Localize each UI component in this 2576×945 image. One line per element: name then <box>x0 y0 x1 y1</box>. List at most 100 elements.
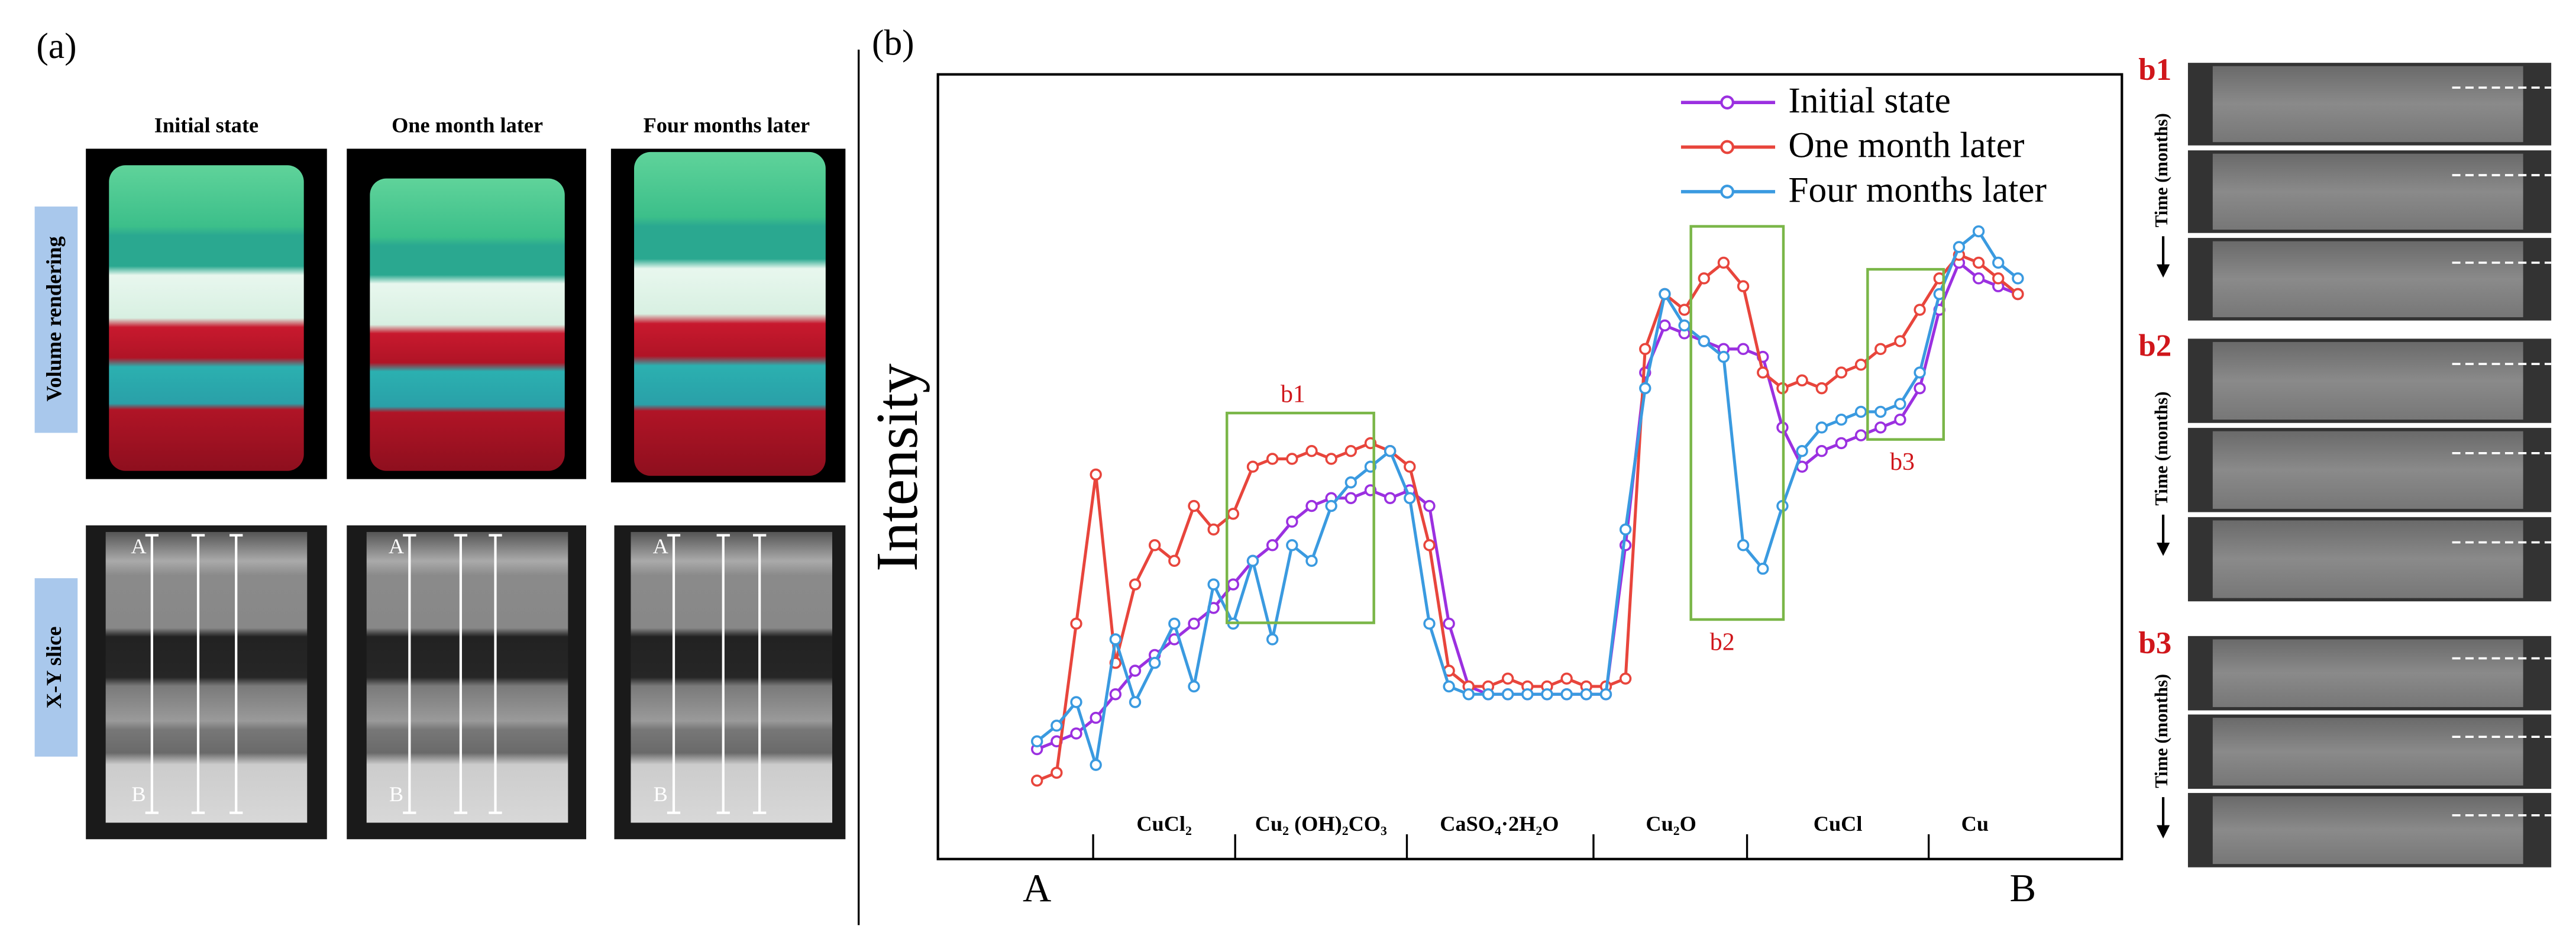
series-marker <box>1384 445 1397 457</box>
column-header: Four months later <box>644 113 810 137</box>
cylinder <box>634 151 826 476</box>
series-marker <box>1266 453 1279 465</box>
series-marker <box>1914 304 1926 316</box>
volume-images <box>86 149 846 483</box>
series-marker <box>1874 421 1887 434</box>
cylinder <box>370 178 565 471</box>
series-marker <box>1423 499 1436 512</box>
row-label: X-Y slice <box>42 627 66 709</box>
box-label: b3 <box>1890 449 1915 476</box>
region-label: CuCl₂ <box>1136 812 1192 836</box>
row-label-box <box>34 207 78 433</box>
point-label: B <box>389 782 403 806</box>
y-axis-label: Intensity <box>864 363 930 572</box>
series-layer <box>1030 225 2024 787</box>
series-marker <box>1894 398 1906 410</box>
series-marker <box>1678 319 1691 332</box>
region-label: Cu₂ (OH)₂CO₃ <box>1255 812 1387 836</box>
time-axis-label: Time (months) <box>2151 392 2171 506</box>
region-label: CaSO₄·2H₂O <box>1440 812 1559 836</box>
image-strip-inner <box>2212 718 2523 786</box>
series-marker <box>1443 680 1455 693</box>
series-marker <box>1717 256 1730 269</box>
series-marker <box>1835 413 1848 426</box>
series-marker <box>1030 774 1043 787</box>
series-marker <box>1619 523 1632 536</box>
box <box>1689 225 1785 621</box>
side-label: b1 <box>2138 53 2171 87</box>
side-label: b2 <box>2138 328 2171 363</box>
series-marker <box>1894 413 1906 426</box>
series-marker <box>1737 280 1750 292</box>
legend-marker <box>1720 185 1734 199</box>
side-label: b3 <box>2138 626 2171 660</box>
series-marker <box>1560 688 1573 701</box>
series-marker <box>1737 343 1750 356</box>
panel-label: (b) <box>872 22 914 63</box>
series-marker <box>1874 405 1887 418</box>
series-marker <box>1992 272 2005 285</box>
image-strip-inner <box>2212 241 2523 318</box>
point-label: B <box>654 782 668 806</box>
series-marker <box>1129 578 1142 591</box>
series-marker <box>1246 460 1259 473</box>
slice-lines: A B A B A B <box>131 534 767 814</box>
series-marker <box>1148 657 1161 669</box>
series-marker <box>1404 492 1416 504</box>
series-marker <box>1266 539 1279 551</box>
time-arrowhead <box>2156 543 2170 556</box>
highlight-boxes <box>1225 225 1945 624</box>
series-marker <box>1894 335 1906 347</box>
series-marker <box>1443 617 1455 630</box>
slice <box>631 532 832 823</box>
series-marker <box>1129 665 1142 677</box>
series-marker <box>1227 578 1240 591</box>
side-panels: b1 Time (months) b2 Time (months) b3 Time (mo… <box>2138 53 2552 867</box>
series-marker <box>1188 499 1200 512</box>
series-marker <box>1541 688 1553 701</box>
row-label: Volume rendering <box>42 236 66 401</box>
series-marker <box>1266 633 1279 646</box>
image-strip-inner <box>2212 341 2523 420</box>
series-marker <box>1423 617 1436 630</box>
x-end-label: B <box>2009 866 2036 910</box>
box <box>1225 411 1375 624</box>
time-arrowhead <box>2156 825 2170 838</box>
series-marker <box>1109 688 1122 701</box>
series-marker <box>1972 256 1985 269</box>
box-label: b2 <box>1710 628 1735 656</box>
series-marker <box>1619 672 1632 685</box>
series-marker <box>1678 304 1691 316</box>
series-marker <box>1953 241 1966 253</box>
legend-marker <box>1720 140 1734 154</box>
series-marker <box>1659 288 1671 301</box>
series-marker <box>1992 256 2005 269</box>
series-marker <box>1501 672 1514 685</box>
series-marker <box>1737 539 1750 551</box>
series-marker <box>1207 523 1220 536</box>
series-marker <box>1717 350 1730 363</box>
legend-label: Initial state <box>1788 80 1951 121</box>
series-marker <box>1972 225 1985 238</box>
series-marker <box>1698 272 1710 285</box>
series-marker <box>1815 421 1828 434</box>
series-marker <box>1757 562 1769 575</box>
series-marker <box>1070 617 1082 630</box>
series-marker <box>1639 382 1651 395</box>
region-label: Cu₂O <box>1646 812 1696 836</box>
series-marker <box>1168 554 1181 567</box>
point-label: A <box>653 534 668 558</box>
series-marker <box>1501 688 1514 701</box>
series-marker <box>1207 578 1220 591</box>
column-header: Initial state <box>154 113 258 137</box>
region-dividers <box>1092 834 1930 859</box>
series-marker <box>1757 366 1769 379</box>
series-marker <box>1286 515 1298 528</box>
series-marker <box>1070 696 1082 708</box>
series-marker <box>1070 727 1082 740</box>
series-marker <box>1030 735 1043 748</box>
series-marker <box>1404 460 1416 473</box>
series-marker <box>1815 445 1828 457</box>
series-marker <box>1796 445 1808 457</box>
